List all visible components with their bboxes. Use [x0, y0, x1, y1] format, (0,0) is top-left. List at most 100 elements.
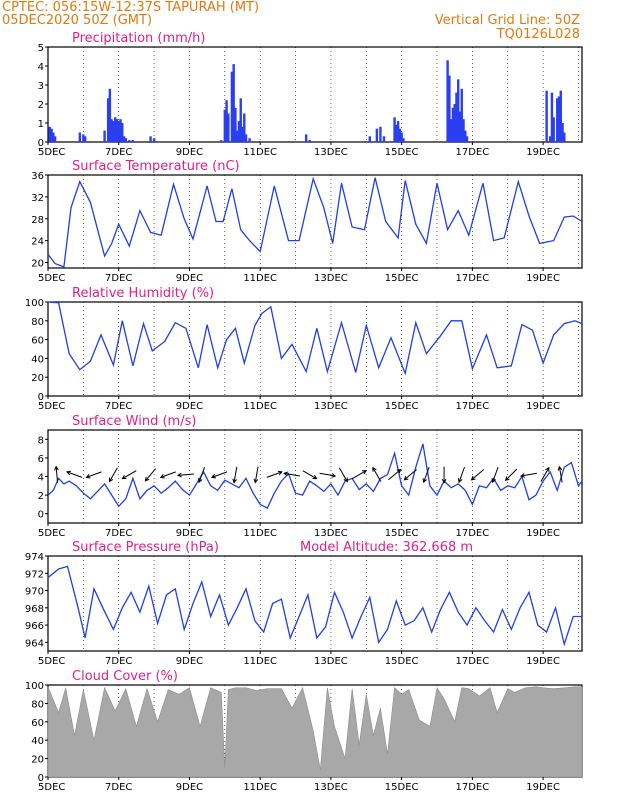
wind-arrow	[211, 471, 228, 479]
wind-arrow-head	[422, 478, 427, 484]
x-tick-label: 19DEC	[526, 528, 560, 539]
panel-title: Surface Temperature (nC)	[72, 159, 240, 174]
x-tick-label: 7DEC	[105, 273, 132, 284]
wind-arrow-shaft	[160, 471, 176, 478]
precip-bar	[128, 140, 131, 142]
wind-arrow-shaft	[284, 472, 300, 477]
x-tick-label: 9DEC	[176, 656, 203, 667]
wind-arrow-shaft	[122, 470, 137, 480]
x-tick-label: 5DEC	[38, 401, 65, 412]
y-tick-label: 80	[31, 699, 44, 710]
y-tick-label: 8	[38, 435, 44, 446]
x-tick-label: 17DEC	[456, 656, 490, 667]
wind-arrow-head	[491, 478, 496, 484]
precip-bar	[243, 113, 246, 142]
x-tick-label: 5DEC	[38, 273, 65, 284]
wind-arrow-shaft	[55, 466, 59, 483]
x-tick-label: 15DEC	[385, 656, 419, 667]
precip-bar	[152, 138, 156, 142]
panel-title: Surface Wind (m/s)	[72, 414, 196, 429]
precip-bar	[375, 128, 379, 142]
wind-arrow	[176, 472, 194, 478]
precip-bar	[241, 126, 244, 142]
precip-bar	[379, 126, 382, 142]
precip-bar	[52, 132, 55, 142]
panel-frame	[47, 301, 583, 397]
series-line	[47, 565, 582, 647]
model-id: TQ0126L028	[496, 27, 580, 42]
wind-arrow	[557, 465, 563, 483]
wind-arrow	[302, 470, 318, 480]
panel-annotation: Model Altitude: 362.668 m	[300, 540, 473, 555]
panel-title: Cloud Cover (%)	[72, 669, 178, 684]
precip-bar	[237, 121, 241, 142]
wind-arrow-shaft	[492, 466, 499, 483]
wind-arrow-head	[396, 468, 402, 474]
precip-bar	[557, 96, 561, 142]
y-tick-label: 972	[25, 569, 44, 580]
precip-bar	[448, 75, 451, 142]
wind-arrow-head	[312, 474, 318, 480]
wind-arrow-shaft	[266, 471, 283, 478]
x-tick-label: 5DEC	[38, 782, 65, 793]
precip-bar	[458, 111, 462, 142]
y-tick-label: 36	[31, 171, 44, 182]
x-tick-label: 19DEC	[526, 147, 560, 158]
y-tick-label: 0	[38, 773, 44, 784]
panel-1: 0 1 2 3 4 5 5DEC 7DEC 9DEC 11DEC 13DEC 15DEC 17DEC 19…	[38, 31, 583, 158]
y-tick-label: 2	[38, 491, 44, 502]
wind-arrow-shaft	[145, 468, 157, 482]
wind-arrow	[388, 468, 402, 481]
x-tick-label: 17DEC	[456, 782, 490, 793]
x-tick-label: 11DEC	[243, 401, 277, 412]
x-tick-label: 5DEC	[38, 147, 65, 158]
wind-arrow-head	[343, 477, 348, 483]
wind-arrow-head	[331, 473, 337, 478]
wind-arrow-shaft	[338, 467, 348, 482]
series-line	[47, 301, 583, 376]
wind-arrow-shaft	[233, 466, 238, 483]
y-tick-label: 24	[31, 237, 44, 248]
wind-arrow-head	[277, 470, 283, 476]
precip-bar	[124, 138, 128, 142]
precip-bar	[308, 140, 311, 142]
y-tick-label: 28	[31, 215, 44, 226]
precip-bar	[398, 128, 402, 142]
x-tick-label: 15DEC	[385, 528, 419, 539]
precip-bar	[131, 140, 135, 142]
wind-arrow	[144, 468, 157, 482]
y-tick-label: 0	[38, 392, 44, 403]
wind-arrow	[540, 466, 550, 482]
precip-bar	[50, 128, 53, 142]
x-tick-label: 11DEC	[243, 656, 277, 667]
wind-arrow-head	[470, 475, 476, 481]
precip-bar	[117, 121, 120, 142]
precip-bar	[244, 134, 248, 142]
wind-arrow	[253, 466, 259, 484]
x-tick-label: 7DEC	[105, 656, 132, 667]
wind-arrow-shaft	[404, 469, 417, 481]
precip-bar	[248, 138, 251, 142]
x-tick-label: 17DEC	[456, 528, 490, 539]
wind-arrow-head	[66, 470, 72, 476]
panel-frame	[47, 46, 583, 143]
wind-arrow-shaft	[540, 467, 550, 482]
wind-arrow-shaft	[372, 467, 382, 482]
precip-bar	[382, 136, 386, 142]
wind-arrow-shaft	[254, 466, 259, 483]
precip-bar	[225, 100, 228, 142]
x-tick-label: 15DEC	[385, 147, 419, 158]
panel-5: 964 966 968 970 972 974 5DEC 7DEC 9DEC 11DEC 13DEC…	[25, 540, 583, 667]
precip-bar	[108, 88, 112, 142]
y-tick-label: 2	[38, 100, 44, 111]
wind-arrow-shaft	[388, 469, 402, 481]
wind-arrow-shaft	[302, 470, 317, 480]
y-tick-label: 1	[38, 119, 44, 130]
precip-bar	[563, 132, 566, 142]
y-tick-label: 966	[25, 621, 44, 632]
precip-bar	[232, 64, 235, 142]
precip-bar	[446, 60, 449, 142]
x-tick-label: 9DEC	[176, 782, 203, 793]
x-tick-label: 9DEC	[176, 147, 203, 158]
